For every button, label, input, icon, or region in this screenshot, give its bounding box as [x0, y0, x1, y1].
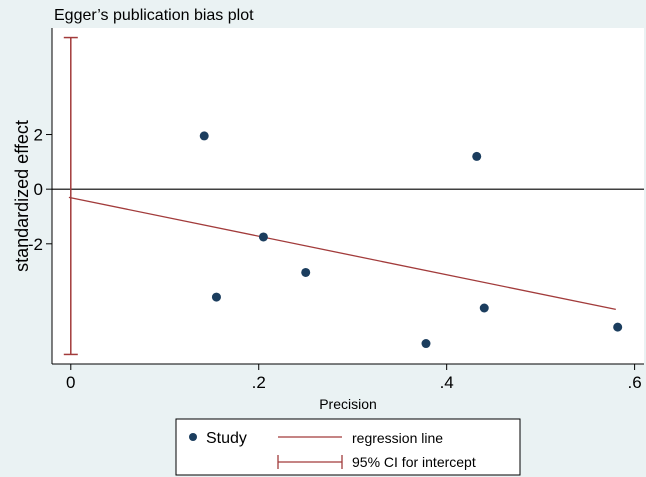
x-tick-label-3: .6: [628, 373, 642, 392]
legend-regression-label: regression line: [352, 430, 443, 446]
chart-marks: 0 .2 .4 .6 2 0 -2: [28, 28, 644, 392]
study-point-4: [421, 339, 431, 349]
x-tick-label-1: .2: [252, 373, 266, 392]
y-tick-label-2: -2: [28, 235, 43, 254]
x-axis-label: Precision: [319, 396, 377, 412]
study-point-6: [479, 303, 489, 313]
legend: Study regression line 95% CI for interce…: [175, 418, 521, 476]
study-point-1: [211, 292, 221, 302]
regression-line: [68, 196, 616, 311]
y-axis-label: standardized effect: [12, 120, 32, 272]
study-point-7: [613, 322, 623, 332]
study-point-0: [199, 131, 209, 141]
x-tick-label-2: .4: [440, 373, 454, 392]
study-point-2: [258, 232, 268, 242]
legend-box: [175, 418, 521, 476]
chart-title: Egger’s publication bias plot: [54, 7, 254, 24]
legend-study-label: Study: [206, 430, 247, 447]
study-point-5: [472, 151, 482, 161]
legend-study-marker: [189, 433, 197, 441]
y-tick-label-0: 2: [34, 126, 43, 145]
y-tick-label-1: 0: [34, 180, 43, 199]
legend-ci-label: 95% CI for intercept: [352, 454, 476, 470]
study-point-3: [301, 267, 311, 277]
x-tick-label-0: 0: [66, 373, 75, 392]
plot-area: [52, 28, 644, 364]
